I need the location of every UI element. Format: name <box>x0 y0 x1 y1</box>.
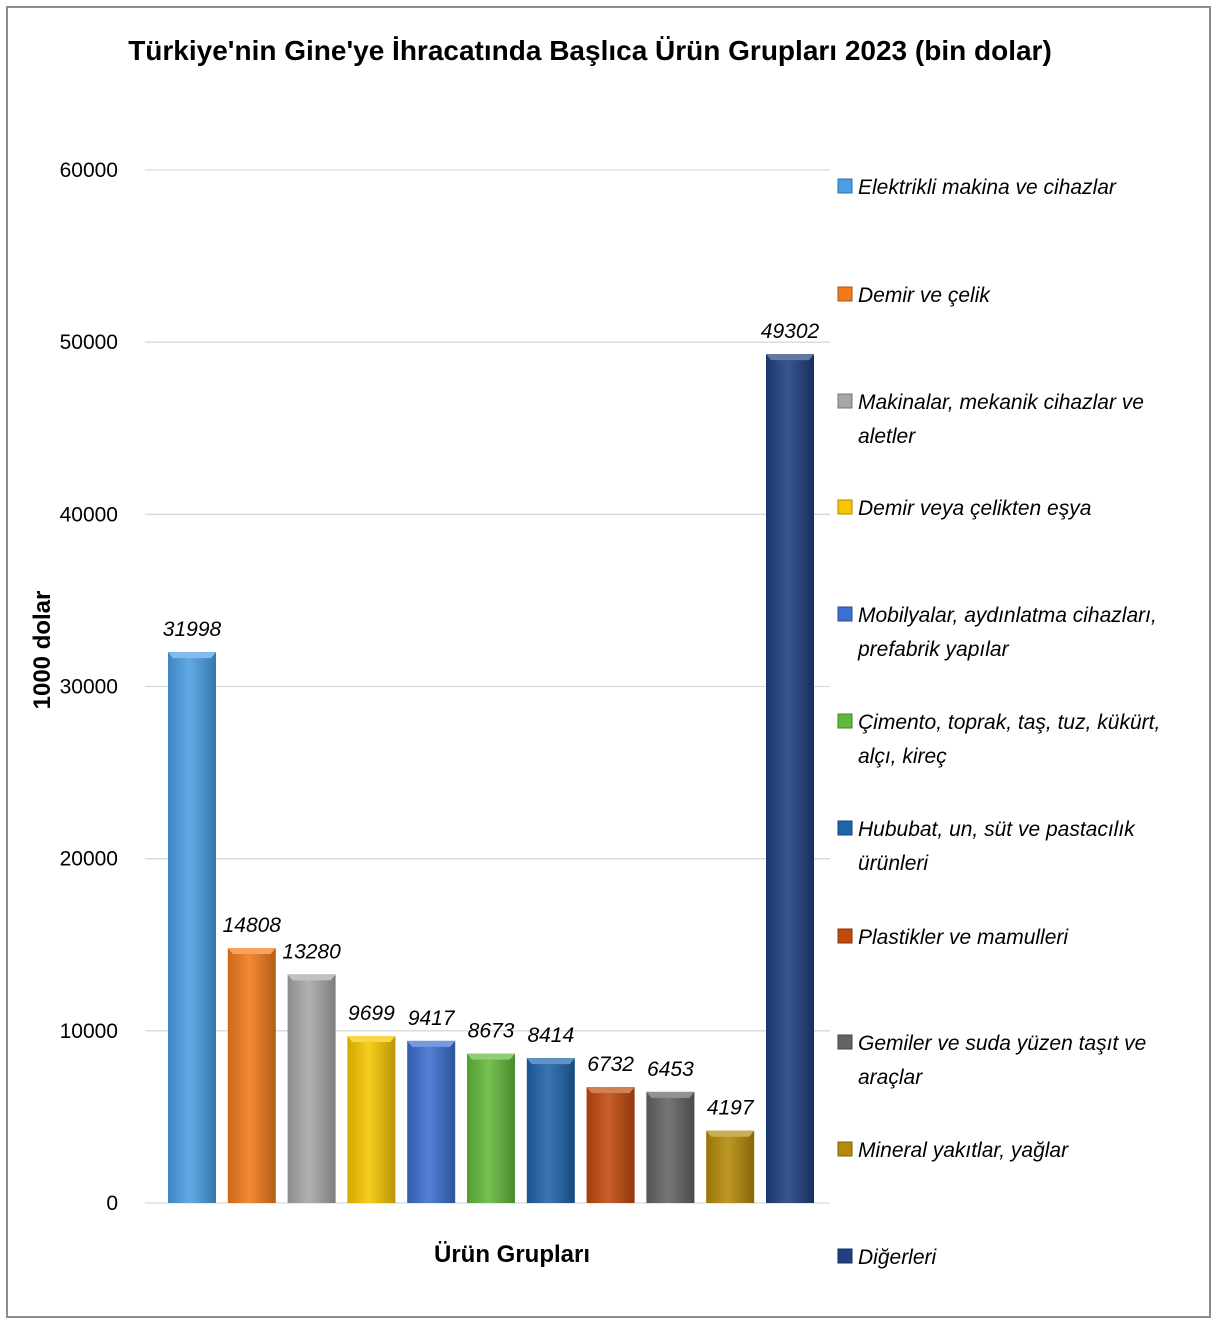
chart-title: Türkiye'nin Gine'ye İhracatında Başlıca … <box>128 35 1052 66</box>
bar-cap <box>287 974 336 981</box>
legend-label: Demir ve çelik <box>858 284 991 307</box>
legend-item: Demir ve çelik <box>837 284 991 307</box>
legend-label: Diğerleri <box>858 1246 938 1269</box>
legend-swatch <box>837 393 853 409</box>
data-label: 6732 <box>587 1053 634 1076</box>
legend-item: Demir veya çelikten eşya <box>837 497 1091 520</box>
legend-swatch <box>837 1034 853 1050</box>
legend-item: Mobilyalar, aydınlatma cihazları, prefabr… <box>837 604 1157 661</box>
data-label: 4197 <box>707 1097 755 1120</box>
y-tick-label: 20000 <box>60 848 118 871</box>
bar <box>227 948 276 1203</box>
data-label: 9699 <box>348 1002 395 1025</box>
bar <box>526 1058 575 1203</box>
legend-swatch <box>837 713 853 729</box>
legend-swatch <box>837 820 853 836</box>
legend-item: Gemiler ve suda yüzen taşıt ve araçlar <box>837 1032 1146 1089</box>
legend-label: Mobilyalar, aydınlatma cihazları, prefabr… <box>857 604 1157 661</box>
bar-cap <box>347 1036 396 1043</box>
data-label: 13280 <box>282 940 341 963</box>
data-label: 9417 <box>408 1007 456 1030</box>
legend-label: Hububat, un, süt ve pastacılık ürünleri <box>858 818 1136 875</box>
bar-cap <box>766 354 814 361</box>
bar <box>766 354 814 1203</box>
bar-cap <box>407 1040 456 1047</box>
bar-cap <box>227 948 276 955</box>
y-axis-title: 1000 dolar <box>29 591 56 710</box>
bar <box>706 1130 755 1203</box>
y-tick-label: 10000 <box>60 1020 118 1043</box>
bar-cap <box>646 1091 695 1098</box>
bar <box>586 1087 635 1203</box>
legend-item: Diğerleri <box>837 1246 938 1269</box>
legend-swatch <box>837 178 853 194</box>
legend-item: Mineral yakıtlar, yağlar <box>837 1139 1069 1162</box>
data-label: 8673 <box>468 1020 515 1043</box>
legend-swatch <box>837 1141 853 1157</box>
bar-cap <box>467 1053 515 1060</box>
bar <box>467 1053 515 1203</box>
y-tick-label: 30000 <box>60 676 118 699</box>
bar <box>646 1091 695 1203</box>
legend-item: Makinalar, mekanik cihazlar ve aletler <box>837 391 1144 448</box>
legend-label: Mineral yakıtlar, yağlar <box>858 1139 1069 1162</box>
legend-label: Çimento, toprak, taş, tuz, kükürt, alçı, … <box>858 711 1160 768</box>
legend-item: Plastikler ve mamulleri <box>837 926 1069 949</box>
bar <box>347 1036 396 1203</box>
data-label: 8414 <box>527 1024 574 1047</box>
bar <box>287 974 336 1203</box>
y-tick-label: 40000 <box>60 503 118 526</box>
bar <box>407 1040 456 1203</box>
x-axis-title: Ürün Grupları <box>434 1241 590 1268</box>
bar-cap <box>526 1058 575 1065</box>
legend-swatch <box>837 1248 853 1264</box>
legend-item: Elektrikli makina ve cihazlar <box>837 176 1117 199</box>
bar-cap <box>706 1130 755 1137</box>
legend-item: Hububat, un, süt ve pastacılık ürünleri <box>837 818 1136 875</box>
bar <box>168 652 216 1203</box>
legend-label: Gemiler ve suda yüzen taşıt ve araçlar <box>858 1032 1146 1089</box>
y-tick-label: 60000 <box>60 159 118 182</box>
data-label: 6453 <box>647 1058 694 1081</box>
legend-swatch <box>837 606 853 622</box>
legend-swatch <box>837 928 853 944</box>
y-tick-label: 50000 <box>60 331 118 354</box>
bar-cap <box>168 652 216 659</box>
legend-swatch <box>837 286 853 302</box>
legend-item: Çimento, toprak, taş, tuz, kükürt, alçı, … <box>837 711 1160 768</box>
legend-label: Elektrikli makina ve cihazlar <box>858 176 1117 199</box>
data-label: 49302 <box>761 320 820 343</box>
legend-label: Demir veya çelikten eşya <box>858 497 1091 520</box>
bar-cap <box>586 1087 635 1094</box>
legend-label: Plastikler ve mamulleri <box>858 926 1069 949</box>
data-label: 31998 <box>163 618 222 641</box>
y-tick-label: 0 <box>106 1192 118 1215</box>
legend-label: Makinalar, mekanik cihazlar ve aletler <box>858 391 1144 448</box>
data-label: 14808 <box>223 914 282 937</box>
legend-swatch <box>837 499 853 515</box>
